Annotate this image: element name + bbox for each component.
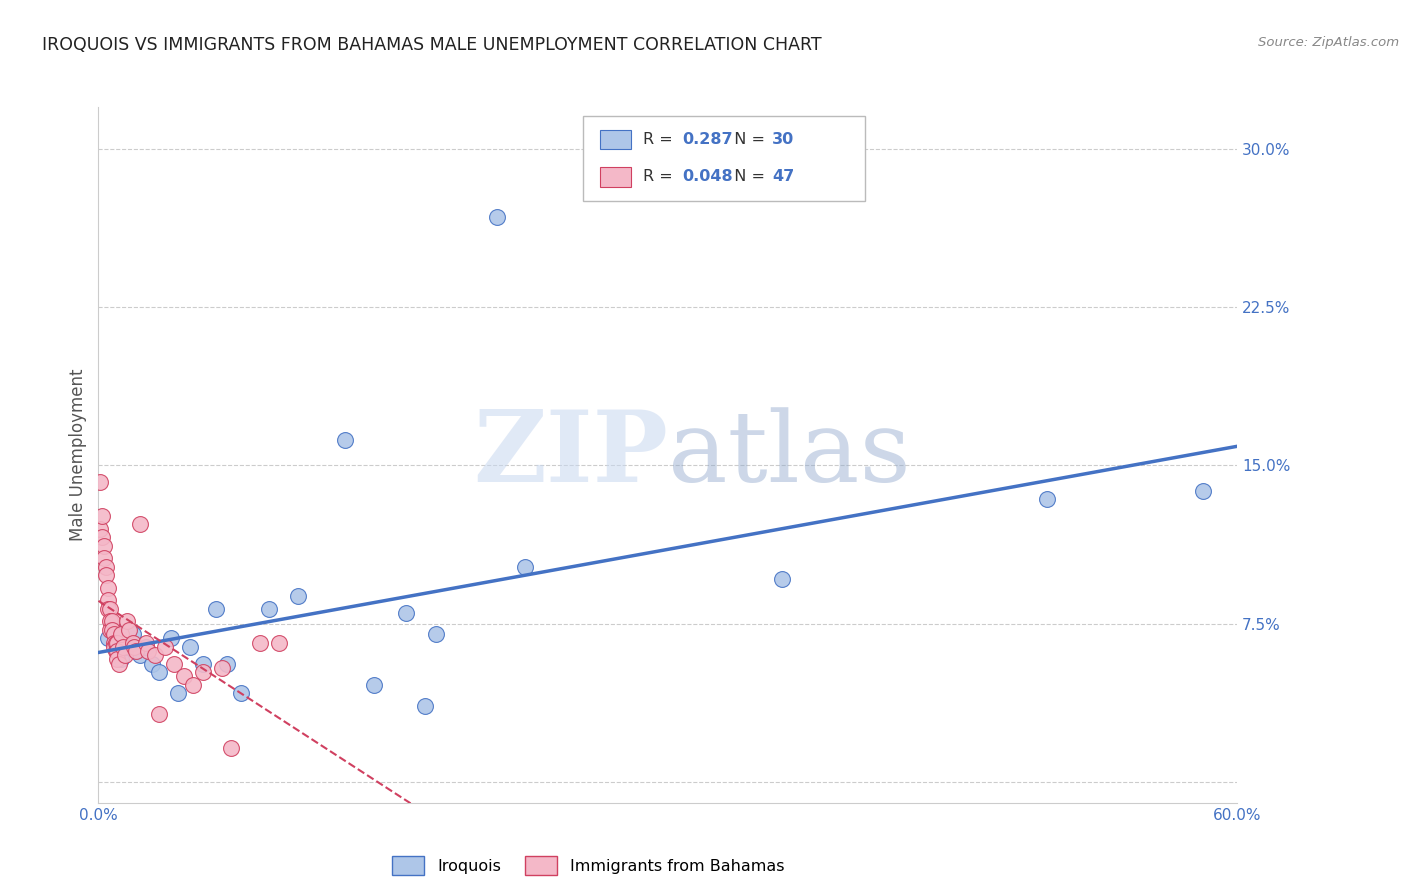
Point: [121, 635, 143, 649]
Point: [107, 644, 129, 658]
Text: N =: N =: [724, 169, 770, 185]
Point: [110, 627, 132, 641]
Point: [148, 707, 170, 722]
Text: atlas: atlas: [668, 407, 911, 503]
Point: [100, 615, 122, 629]
Point: [167, 686, 190, 700]
Point: [110, 652, 132, 666]
Point: [107, 652, 129, 666]
Point: [770, 572, 793, 586]
Point: [249, 635, 271, 649]
Point: [179, 640, 201, 654]
Point: [335, 433, 357, 447]
Text: R =: R =: [643, 169, 678, 185]
Point: [205, 602, 228, 616]
Point: [211, 661, 233, 675]
Point: [173, 669, 195, 683]
Point: [129, 648, 152, 663]
Point: [97, 602, 120, 616]
Point: [94, 568, 117, 582]
Point: [125, 644, 148, 658]
Text: 47: 47: [772, 169, 794, 185]
Point: [1192, 483, 1215, 498]
Point: [114, 648, 136, 663]
Point: [363, 678, 385, 692]
Point: [129, 517, 152, 532]
Point: [103, 627, 125, 641]
Point: [135, 640, 157, 654]
Point: [221, 741, 243, 756]
Point: [89, 475, 111, 490]
Point: [148, 665, 170, 679]
Point: [229, 686, 252, 700]
Point: [100, 623, 122, 637]
Text: 30: 30: [772, 132, 794, 147]
Point: [395, 606, 418, 620]
Point: [287, 589, 309, 603]
Point: [97, 632, 120, 646]
Point: [267, 635, 290, 649]
Point: [103, 623, 125, 637]
Point: [107, 644, 129, 658]
Point: [486, 210, 509, 224]
Point: [108, 657, 131, 671]
Point: [1036, 492, 1059, 507]
Point: [91, 509, 114, 524]
Point: [191, 657, 214, 671]
Point: [413, 698, 436, 713]
Text: N =: N =: [724, 132, 770, 147]
Point: [107, 635, 129, 649]
Point: [93, 539, 115, 553]
Point: [103, 640, 125, 654]
Point: [141, 657, 163, 671]
Point: [91, 530, 114, 544]
Point: [89, 522, 111, 536]
Point: [259, 602, 281, 616]
Point: [121, 627, 143, 641]
Point: [112, 640, 135, 654]
Point: [135, 635, 157, 649]
Point: [98, 623, 121, 637]
Point: [93, 551, 115, 566]
Point: [104, 635, 127, 649]
Point: [163, 657, 186, 671]
Point: [425, 627, 447, 641]
Point: [97, 581, 120, 595]
Point: [115, 640, 138, 654]
Point: [97, 593, 120, 607]
Point: [515, 559, 537, 574]
Point: [124, 640, 146, 654]
Point: [183, 678, 205, 692]
Point: [115, 615, 138, 629]
Text: ZIP: ZIP: [472, 407, 668, 503]
Point: [103, 635, 125, 649]
Point: [118, 623, 141, 637]
Point: [153, 640, 176, 654]
Point: [191, 665, 214, 679]
Text: 0.287: 0.287: [682, 132, 733, 147]
Point: [98, 615, 121, 629]
Point: [125, 644, 148, 658]
Point: [104, 644, 127, 658]
Legend: Iroquois, Immigrants from Bahamas: Iroquois, Immigrants from Bahamas: [392, 856, 785, 875]
Y-axis label: Male Unemployment: Male Unemployment: [69, 368, 87, 541]
Point: [159, 632, 181, 646]
Point: [98, 602, 121, 616]
Point: [94, 559, 117, 574]
Text: IROQUOIS VS IMMIGRANTS FROM BAHAMAS MALE UNEMPLOYMENT CORRELATION CHART: IROQUOIS VS IMMIGRANTS FROM BAHAMAS MALE…: [42, 36, 821, 54]
Text: 0.048: 0.048: [682, 169, 733, 185]
Point: [217, 657, 239, 671]
Point: [136, 644, 159, 658]
Text: R =: R =: [643, 132, 678, 147]
Point: [145, 648, 167, 663]
Text: Source: ZipAtlas.com: Source: ZipAtlas.com: [1258, 36, 1399, 49]
